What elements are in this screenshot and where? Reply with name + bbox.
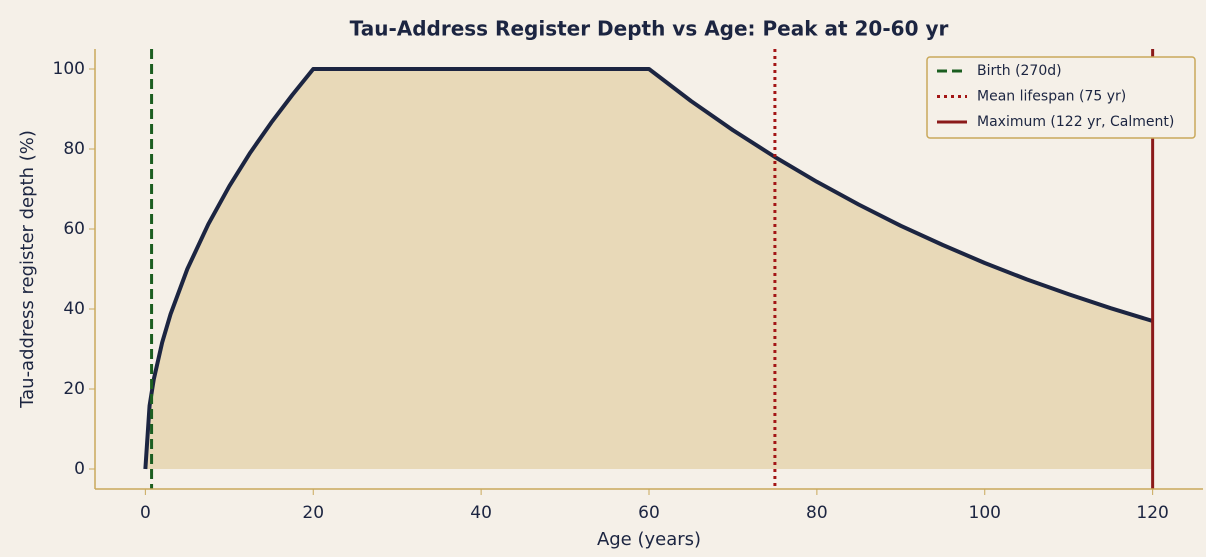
legend-label: Maximum (122 yr, Calment) (977, 114, 1174, 130)
x-tick-label: 60 (638, 503, 660, 523)
x-tick-label: 100 (969, 503, 1001, 523)
x-tick-label: 120 (1136, 503, 1168, 523)
x-tick-label: 80 (806, 503, 828, 523)
y-tick-label: 40 (63, 299, 85, 319)
y-tick-label: 80 (63, 139, 85, 159)
y-axis-label: Tau-address register depth (%) (17, 130, 38, 409)
x-tick-label: 20 (302, 503, 324, 523)
line (143, 67, 1154, 470)
y-tick-label: 100 (53, 59, 85, 79)
x-axis-label: Age (years) (597, 529, 701, 550)
x-tick-label: 40 (470, 503, 492, 523)
area (145, 69, 1153, 469)
y-tick-label: 20 (63, 379, 85, 399)
legend: Birth (270d) Mean lifespan (75 yr) Maximum… (926, 56, 1196, 139)
y-tick-label: 0 (74, 459, 85, 479)
legend-label: Birth (270d) (977, 63, 1062, 79)
y-tick-label: 60 (63, 219, 85, 239)
x-tick-label: 0 (140, 503, 151, 523)
chart-title: Tau-Address Register Depth vs Age: Peak … (350, 17, 949, 41)
legend-label: Mean lifespan (75 yr) (977, 89, 1126, 105)
legend-box (926, 56, 1196, 139)
